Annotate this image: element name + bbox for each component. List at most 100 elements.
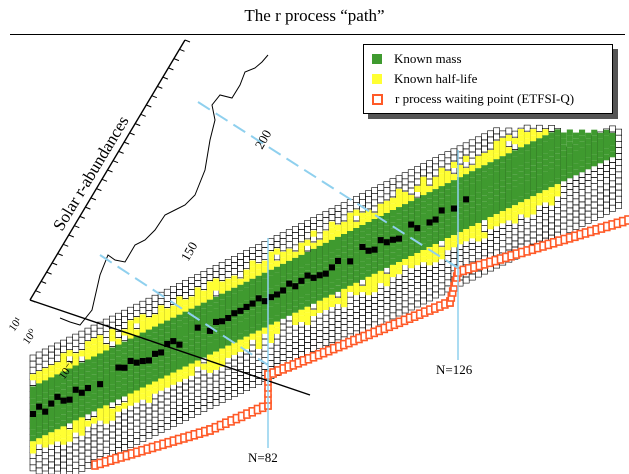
grid-cell (255, 250, 263, 257)
grid-cell (188, 411, 196, 418)
grid-cell (35, 357, 43, 365)
grid-cell (66, 464, 73, 472)
grid-cell (121, 413, 128, 421)
nuclide-cell (115, 356, 122, 363)
nuclide-cell (438, 216, 445, 223)
nuclide-cell (335, 279, 342, 286)
grid-cell (170, 414, 177, 421)
nuclide-cell (206, 360, 213, 367)
nuclide-cell (48, 371, 55, 378)
grid-cell (389, 281, 397, 289)
nuclide-cell (457, 183, 464, 190)
grid-cell (511, 130, 519, 138)
nuclide-cell (609, 145, 616, 152)
nuclide-cell (444, 177, 451, 184)
legend-item-known-mass: Known mass (372, 51, 462, 67)
nuclide-cell (42, 392, 49, 399)
grid-cell (407, 169, 415, 177)
nuclide-cell (322, 249, 329, 256)
nuclide-cell (267, 306, 274, 313)
waiting-point-swatch (372, 93, 383, 105)
stable-nuclide (310, 274, 317, 281)
grid-cell (560, 216, 568, 224)
grid-cell (444, 273, 452, 281)
stable-nuclide (48, 400, 55, 407)
nuclide-cell (402, 216, 409, 223)
nuclide-cell (389, 222, 396, 229)
nuclide-cell (109, 371, 116, 378)
nuclide-cell (267, 275, 274, 282)
nuclide-cell (231, 342, 238, 349)
nuclide-cell (103, 368, 110, 375)
nuclide-cell (469, 165, 476, 172)
nuclide-cell (450, 198, 457, 205)
nuclide-cell (524, 150, 531, 157)
grid-cell (365, 300, 372, 307)
grid-cell (572, 174, 580, 181)
nuclide-cell (402, 228, 409, 235)
nuclide-cell (335, 261, 342, 268)
grid-cell (615, 183, 622, 191)
grid-cell (304, 329, 311, 337)
nuclide-cell (133, 347, 140, 354)
nuclide-cell (109, 365, 116, 372)
grid-cell (72, 461, 80, 469)
grid-cell (188, 398, 196, 406)
grid-cell (413, 190, 421, 198)
nuclide-cell (396, 207, 403, 214)
nuclide-cell (255, 318, 262, 325)
grid-cell (273, 253, 281, 261)
nuclide-cell (261, 327, 268, 334)
grid-cell (487, 246, 494, 254)
nuclide-cell (609, 139, 616, 146)
nuclide-cell (420, 237, 427, 244)
nuclide-cell (127, 338, 134, 345)
grid-cell (603, 201, 610, 209)
grid-cell (194, 395, 202, 403)
grid-cell (535, 204, 543, 211)
grid-cell (145, 407, 153, 415)
nuclide-cell (48, 407, 55, 414)
nuclide-cell (54, 404, 61, 411)
stable-nuclide (36, 403, 43, 410)
nuclide-cell (511, 168, 518, 175)
grid-cell (291, 244, 299, 252)
stable-nuclide (274, 291, 281, 298)
grid-cell (340, 208, 348, 216)
grid-cell (615, 128, 622, 136)
nuclide-cell (396, 219, 403, 226)
nuclide-cell (219, 324, 226, 331)
axis-tick (112, 160, 119, 164)
grid-cell (231, 371, 238, 379)
grid-cell (218, 365, 226, 373)
nuclide-cell (237, 290, 244, 297)
grid-cell (115, 312, 122, 320)
nuclide-cell (554, 159, 561, 166)
grid-cell (285, 235, 293, 243)
nuclide-cell (597, 138, 604, 145)
nuclide-cell (383, 225, 390, 232)
nuclide-cell (457, 232, 464, 239)
nuclide-cell (389, 258, 396, 265)
stable-nuclide (219, 318, 226, 325)
stable-nuclide (60, 397, 67, 404)
nuclide-cell (243, 324, 250, 331)
grid-cell (133, 401, 141, 409)
nuclide-cell (457, 177, 464, 184)
grid-cell (474, 148, 482, 156)
nuclide-cell (487, 162, 494, 169)
nuclide-cell (84, 408, 91, 415)
nuclide-cell (341, 227, 348, 234)
grid-cell (572, 192, 580, 200)
grid-cell (554, 207, 561, 215)
nuclide-cell (97, 365, 104, 372)
grid-cell (66, 446, 73, 454)
grid-cell (102, 318, 110, 326)
nuclide-cell (255, 269, 262, 276)
nuclide-cell (84, 353, 91, 360)
nuclide-cell (84, 359, 91, 366)
grid-cell (322, 314, 330, 322)
nuclide-cell (121, 359, 128, 366)
grid-cell (407, 279, 415, 286)
nuclide-cell (225, 278, 232, 285)
